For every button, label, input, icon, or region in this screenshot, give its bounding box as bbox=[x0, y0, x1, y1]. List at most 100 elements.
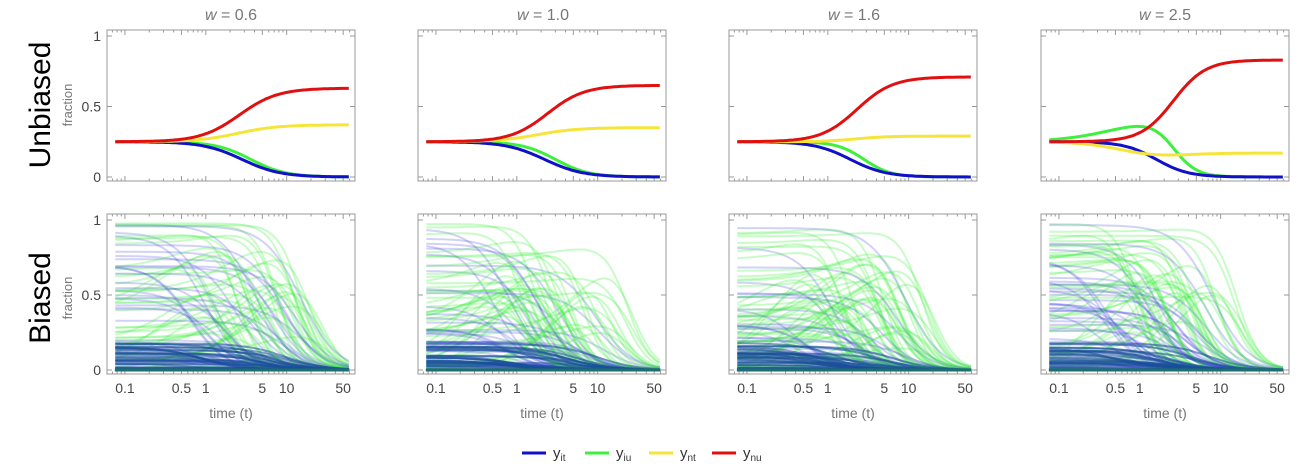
unbiased-panel-2 bbox=[417, 29, 667, 182]
x-tick-label: 0.1 bbox=[426, 380, 446, 396]
trajectory-y-it bbox=[115, 225, 350, 362]
plot-frame bbox=[106, 29, 356, 182]
series-group bbox=[426, 84, 660, 179]
biased-panel-3: 0.1 0.5 1 5 10 50 time (t) bbox=[728, 213, 978, 421]
x-tick-label: 5 bbox=[880, 380, 888, 396]
x-tick-label: 0.5 bbox=[172, 380, 192, 396]
trajectory-y-it bbox=[737, 345, 971, 371]
series-line-y-it bbox=[426, 140, 660, 179]
legend-label-y-it: yit bbox=[553, 445, 566, 464]
column-title-3: w = 1.6 bbox=[828, 7, 880, 24]
series-line-y-nu bbox=[115, 86, 349, 144]
trajectory-y-iu bbox=[1049, 286, 1283, 371]
series-line-y-iu bbox=[115, 140, 349, 179]
trajectory-y-iu bbox=[426, 277, 661, 367]
plot-frame bbox=[106, 213, 356, 375]
trajectory-y-iu bbox=[115, 289, 349, 371]
trajectory-y-it bbox=[115, 304, 349, 367]
row-label-biased: Biased bbox=[24, 252, 57, 344]
trajectory-y-iu bbox=[115, 262, 349, 370]
trajectory-y-it bbox=[115, 250, 349, 370]
series-line-y-nu bbox=[426, 84, 660, 144]
trajectory-y-iu bbox=[737, 253, 971, 371]
x-axis-label: time (t) bbox=[209, 405, 253, 421]
x-axis-label: time (t) bbox=[1143, 405, 1187, 421]
y-tick-label: 1 bbox=[93, 28, 101, 44]
series-group bbox=[1048, 223, 1284, 372]
x-tick-label: 10 bbox=[590, 380, 606, 396]
plot-frame bbox=[417, 29, 667, 182]
trajectory-y-it bbox=[115, 319, 349, 370]
plot-frame bbox=[728, 213, 978, 375]
x-tick-label: 1 bbox=[202, 380, 210, 396]
ylabel-bottom: fraction bbox=[60, 277, 75, 320]
x-tick-label: 50 bbox=[335, 380, 351, 396]
trajectory-y-iu bbox=[115, 306, 349, 371]
trajectory-y-it bbox=[426, 330, 660, 371]
trajectory-y-it bbox=[115, 272, 349, 371]
trajectory-y-iu bbox=[737, 271, 971, 370]
trajectory-y-iu bbox=[426, 277, 661, 362]
legend-label-y-nu: ynu bbox=[743, 445, 762, 464]
trajectory-y-it bbox=[426, 264, 660, 368]
x-axis-label: time (t) bbox=[520, 405, 564, 421]
trajectory-y-it bbox=[1049, 342, 1283, 371]
trajectory-y-iu bbox=[115, 259, 350, 367]
trajectory-y-iu bbox=[115, 250, 349, 370]
x-tick-label: 5 bbox=[569, 380, 577, 396]
x-tick-label: 0.5 bbox=[483, 380, 503, 396]
y-tick-label: 0.5 bbox=[82, 99, 102, 115]
trajectory-y-it bbox=[1049, 283, 1283, 370]
unbiased-panel-1: 00.51 bbox=[82, 28, 356, 185]
trajectory-y-it bbox=[1049, 242, 1283, 370]
series-group bbox=[114, 222, 350, 372]
series-group bbox=[115, 86, 349, 179]
series-group bbox=[737, 75, 971, 179]
trajectory-y-iu bbox=[426, 248, 661, 364]
trajectory-y-it bbox=[1049, 290, 1283, 371]
trajectory-y-iu bbox=[426, 307, 660, 369]
series-line-y-it bbox=[1049, 140, 1283, 179]
series-group bbox=[425, 223, 661, 372]
series-line-y-nt bbox=[426, 126, 660, 144]
trajectory-y-it bbox=[426, 292, 660, 369]
row-label-unbiased: Unbiased bbox=[24, 42, 57, 169]
trajectory-y-iu bbox=[737, 325, 971, 370]
trajectory-y-iu bbox=[737, 307, 972, 369]
trajectory-y-iu bbox=[737, 263, 971, 371]
trajectory-y-iu bbox=[1049, 296, 1283, 369]
biased-panel-2: 0.1 0.5 1 5 10 50 time (t) bbox=[417, 213, 667, 421]
trajectory-y-it bbox=[737, 340, 971, 371]
x-tick-label: 0.1 bbox=[115, 380, 135, 396]
trajectory-y-it bbox=[1049, 224, 1283, 369]
column-title-4: w = 2.5 bbox=[1139, 7, 1191, 24]
ylabel-top: fraction bbox=[60, 84, 75, 127]
x-tick-label: 0.1 bbox=[737, 380, 757, 396]
unbiased-panel-4 bbox=[1040, 29, 1290, 182]
trajectory-y-iu bbox=[115, 295, 349, 370]
trajectory-y-it bbox=[737, 293, 971, 370]
trajectory-y-iu bbox=[115, 276, 349, 370]
trajectory-y-it bbox=[737, 266, 971, 370]
x-tick-label: 1 bbox=[824, 380, 832, 396]
plot-frame bbox=[1040, 213, 1290, 375]
x-tick-label: 5 bbox=[1192, 380, 1200, 396]
trajectory-y-iu bbox=[737, 326, 971, 371]
trajectory-y-it bbox=[115, 342, 349, 370]
trajectory-y-iu bbox=[426, 325, 661, 368]
x-axis-label: time (t) bbox=[831, 405, 875, 421]
trajectory-y-iu bbox=[1049, 265, 1283, 371]
x-tick-label: 1 bbox=[1136, 380, 1144, 396]
x-tick-label: 0.5 bbox=[1106, 380, 1126, 396]
biased-panel-4: 0.1 0.5 1 5 10 50 time (t) bbox=[1040, 213, 1290, 421]
trajectory-y-iu bbox=[737, 277, 971, 371]
series-line-y-nu bbox=[1049, 58, 1283, 144]
trajectory-y-iu bbox=[737, 263, 971, 371]
trajectory-y-it bbox=[115, 265, 350, 366]
trajectory-y-it bbox=[115, 308, 349, 370]
biased-panel-1: 0 0.5 1 0.1 0.5 1 5 10 50 time (t) bbox=[82, 212, 356, 421]
trajectory-y-iu bbox=[426, 291, 661, 364]
trajectory-y-it bbox=[115, 266, 349, 370]
trajectory-y-iu bbox=[115, 305, 350, 364]
